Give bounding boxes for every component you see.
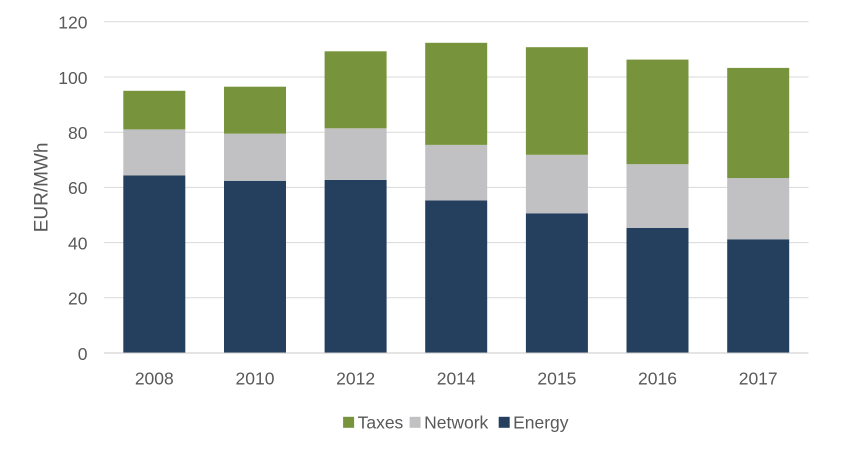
svg-text:2014: 2014 [437, 368, 476, 388]
svg-text:2016: 2016 [638, 368, 677, 388]
svg-text:2017: 2017 [739, 368, 778, 388]
svg-text:2015: 2015 [537, 368, 576, 388]
svg-text:20: 20 [68, 289, 88, 309]
svg-text:120: 120 [58, 13, 87, 33]
svg-text:40: 40 [68, 233, 88, 253]
svg-text:0: 0 [78, 344, 88, 364]
svg-text:Network: Network [424, 413, 488, 433]
svg-text:100: 100 [58, 68, 87, 88]
svg-text:2010: 2010 [236, 368, 275, 388]
svg-text:Taxes: Taxes [358, 413, 404, 433]
svg-text:Energy: Energy [513, 413, 569, 433]
svg-text:2008: 2008 [135, 368, 174, 388]
svg-text:EUR/MWh: EUR/MWh [32, 143, 53, 233]
svg-text:2012: 2012 [336, 368, 375, 388]
svg-text:60: 60 [68, 178, 88, 198]
svg-text:80: 80 [68, 123, 88, 143]
